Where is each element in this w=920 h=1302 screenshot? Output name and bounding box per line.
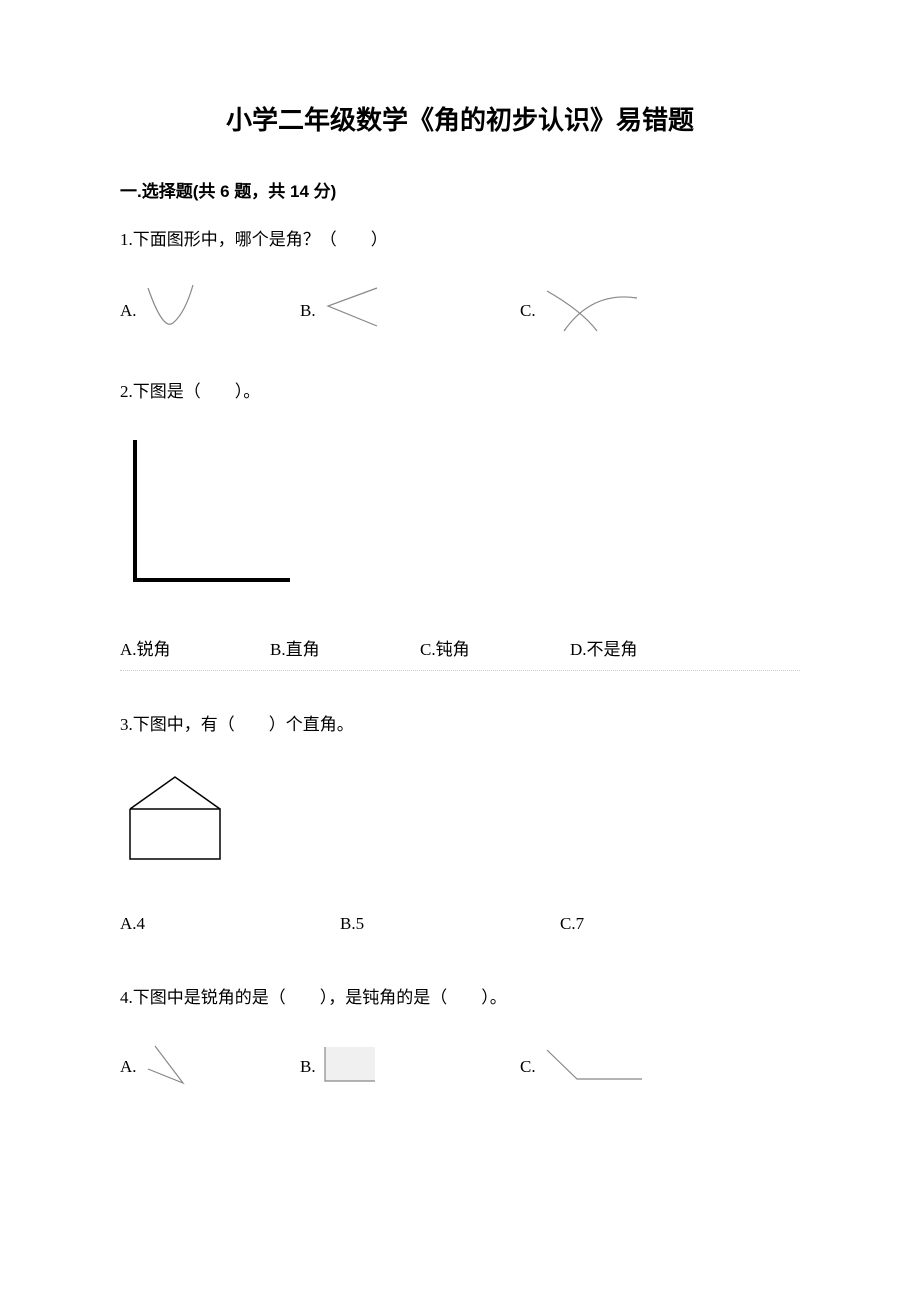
q4-option-c: C.	[520, 1045, 647, 1090]
q4-figure-b-icon	[322, 1044, 382, 1091]
q3-figure-icon	[120, 769, 800, 874]
question-2-text: 2.下图是（ ）。	[120, 378, 800, 405]
question-1-text: 1.下面图形中，哪个是角？（ ）	[120, 226, 800, 253]
question-1-options: A. B. C.	[120, 283, 800, 338]
q4-option-c-label: C.	[520, 1057, 536, 1077]
q3-option-a: A.4	[120, 914, 340, 934]
q3-option-c: C.7	[560, 914, 584, 934]
q1-option-b: B.	[300, 284, 520, 337]
question-2-options: A.锐角 B.直角 C.钝角 D.不是角	[120, 635, 800, 660]
q2-option-b: B.直角	[270, 635, 420, 660]
question-4-options: A. B. C.	[120, 1041, 800, 1094]
q1-option-a-label: A.	[120, 301, 137, 321]
worksheet-page: 小学二年级数学《角的初步认识》易错题 一.选择题(共 6 题，共 14 分) 1…	[0, 0, 920, 1194]
q1-figure-c-icon	[542, 283, 642, 338]
q1-option-c-label: C.	[520, 301, 536, 321]
q2-option-c: C.钝角	[420, 635, 570, 660]
question-4-text: 4.下图中是锐角的是（ ），是钝角的是（ ）。	[120, 984, 800, 1011]
question-3-text: 3.下图中，有（ ）个直角。	[120, 711, 800, 738]
q1-option-c: C.	[520, 283, 642, 338]
q1-option-a: A.	[120, 283, 300, 338]
section-header: 一.选择题(共 6 题，共 14 分)	[120, 177, 800, 202]
q2-figure-icon	[120, 435, 800, 595]
question-3-options: A.4 B.5 C.7	[120, 914, 800, 934]
q3-option-b: B.5	[340, 914, 560, 934]
q1-figure-a-icon	[143, 283, 203, 338]
divider	[120, 670, 800, 671]
q4-option-b-label: B.	[300, 1057, 316, 1077]
q2-option-a: A.锐角	[120, 635, 270, 660]
q4-figure-a-icon	[143, 1041, 198, 1094]
q4-option-a: A.	[120, 1041, 300, 1094]
q4-option-a-label: A.	[120, 1057, 137, 1077]
q4-figure-c-icon	[542, 1045, 647, 1090]
q4-option-b: B.	[300, 1044, 520, 1091]
q1-figure-b-icon	[322, 284, 387, 337]
q2-option-d: D.不是角	[570, 635, 638, 660]
page-title: 小学二年级数学《角的初步认识》易错题	[120, 100, 800, 137]
q1-option-b-label: B.	[300, 301, 316, 321]
